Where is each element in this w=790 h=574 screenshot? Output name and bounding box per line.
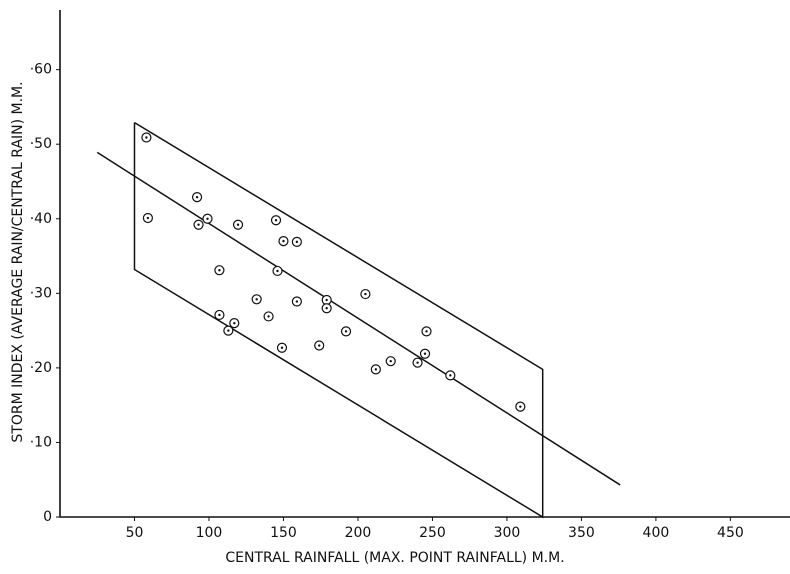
x-tick-label: 150: [270, 525, 297, 541]
x-tick-label: 450: [717, 525, 744, 541]
x-tick-label: 250: [419, 525, 446, 541]
point-dot: [274, 219, 278, 222]
point-dot: [449, 374, 452, 377]
x-tick-label: 300: [494, 525, 521, 541]
point-dot: [282, 239, 285, 243]
point-dot: [325, 307, 328, 310]
x-tick-label: 400: [643, 525, 670, 541]
point-dot: [295, 300, 299, 303]
x-tick-label: 350: [568, 525, 595, 541]
y-tick-label: ·60: [30, 62, 52, 78]
point-dot: [218, 269, 221, 272]
point-dot: [233, 321, 236, 325]
point-dot: [276, 269, 279, 273]
y-tick-label: 0: [43, 509, 52, 525]
point-dot: [197, 223, 200, 226]
x-tick-label: 100: [196, 525, 223, 541]
axes: [59, 10, 790, 518]
x-tick-label: 50: [126, 525, 144, 541]
point-dot: [218, 313, 221, 317]
y-tick-label: ·50: [30, 136, 52, 152]
point-dot: [344, 330, 348, 333]
point-dot: [416, 361, 419, 364]
regression-line: [96, 151, 621, 486]
point-dot: [206, 217, 209, 220]
point-dot: [295, 240, 299, 244]
point-dot: [519, 405, 522, 408]
point-dot: [236, 223, 240, 226]
point-dot: [145, 136, 148, 139]
y-tick-label: ·20: [30, 360, 52, 376]
x-tick-label: 200: [345, 525, 372, 541]
point-dot: [425, 330, 428, 333]
y-tick-label: ·30: [30, 285, 52, 301]
point-dot: [364, 292, 367, 296]
point-dot: [227, 329, 230, 332]
y-tick-label: ·40: [30, 211, 52, 227]
point-dot: [389, 359, 392, 363]
y-tick-label: ·10: [30, 434, 52, 450]
point-dot: [423, 352, 427, 355]
point-dot: [318, 344, 321, 347]
point-dot: [325, 298, 328, 302]
point-dot: [280, 346, 284, 349]
envelope: [133, 121, 544, 519]
x-axis-label: CENTRAL RAINFALL (MAX. POINT RAINFALL) M…: [225, 550, 564, 566]
point-dot: [195, 195, 199, 199]
y-axis-label: STORM INDEX (AVERAGE RAIN/CENTRAL RAIN) …: [10, 81, 26, 442]
point-dot: [255, 298, 258, 301]
point-dot: [146, 216, 150, 220]
point-dot: [374, 368, 378, 371]
point-dot: [267, 315, 270, 318]
